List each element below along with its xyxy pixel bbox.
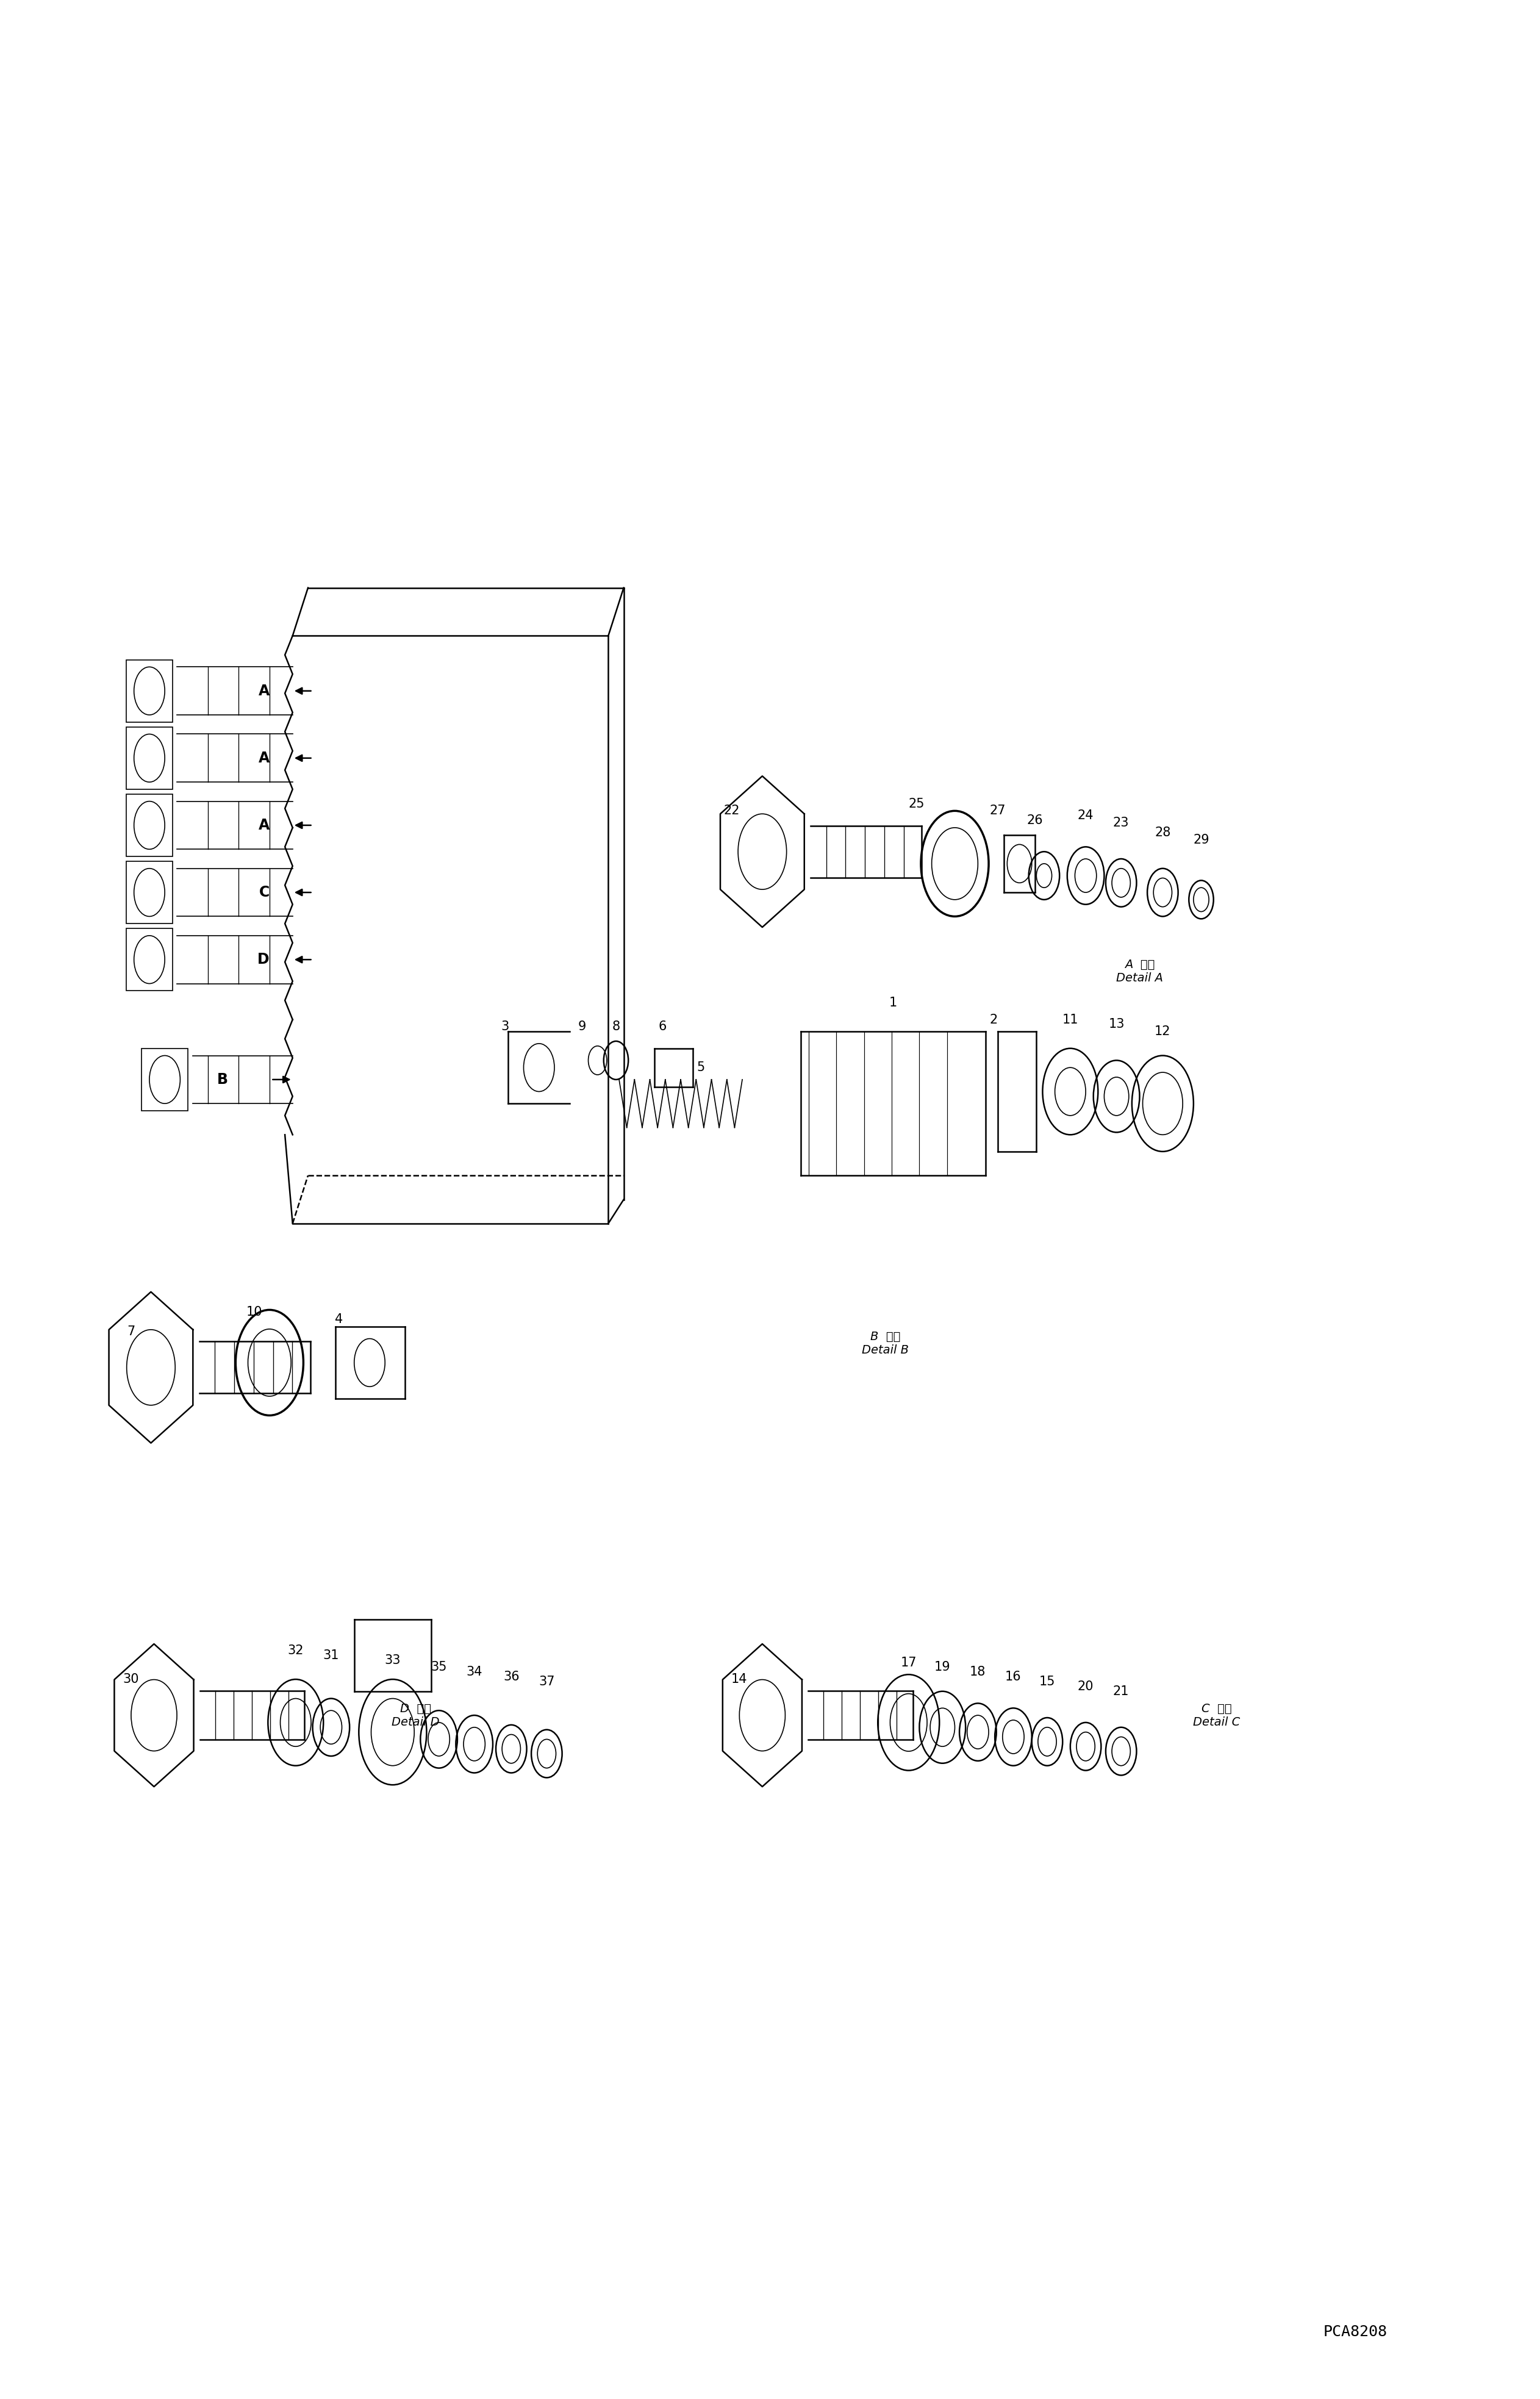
Text: C: C [259,885,270,900]
Text: 6: 6 [658,1020,667,1034]
Text: 14: 14 [732,1672,747,1686]
Bar [126,660,172,722]
Text: 15: 15 [1040,1675,1055,1689]
Text: 9: 9 [578,1020,587,1034]
Text: 24: 24 [1078,808,1093,823]
Text: 10: 10 [246,1305,262,1319]
Bar [126,928,172,991]
Text: D: D [257,952,269,967]
Text: A: A [259,751,270,765]
Text: 4: 4 [334,1312,343,1327]
Text: 25: 25 [909,796,924,811]
Text: PCA8208: PCA8208 [1323,2325,1388,2339]
Text: 13: 13 [1109,1017,1124,1032]
Bar [126,794,172,856]
Text: 11: 11 [1063,1012,1078,1027]
Text: 3: 3 [500,1020,510,1034]
Text: B  詳細
Detail B: B 詳細 Detail B [862,1331,909,1355]
Text: 20: 20 [1078,1679,1093,1694]
Text: A: A [259,684,270,698]
Text: A: A [259,818,270,832]
Text: B: B [217,1072,228,1087]
Text: 28: 28 [1155,825,1170,840]
Text: 31: 31 [323,1648,339,1663]
Text: 12: 12 [1155,1024,1170,1039]
Text: D  詳細
Detail D: D 詳細 Detail D [391,1703,440,1727]
Text: 37: 37 [539,1675,554,1689]
Text: 8: 8 [611,1020,621,1034]
Text: 35: 35 [431,1660,447,1675]
Bar [126,861,172,924]
Text: 27: 27 [990,804,1006,818]
Text: C  詳細
Detail C: C 詳細 Detail C [1194,1703,1240,1727]
Bar [126,727,172,789]
Text: 21: 21 [1113,1684,1129,1698]
Bar [142,1048,188,1111]
Text: 30: 30 [123,1672,139,1686]
Text: 34: 34 [467,1665,482,1679]
Text: A  詳細
Detail A: A 詳細 Detail A [1116,960,1163,984]
Text: 29: 29 [1194,832,1209,847]
Text: 7: 7 [126,1324,136,1339]
Text: 19: 19 [935,1660,950,1675]
Text: 16: 16 [1006,1670,1021,1684]
Text: 1: 1 [889,996,898,1010]
Text: 2: 2 [989,1012,998,1027]
Text: 5: 5 [696,1060,705,1075]
Text: 18: 18 [970,1665,986,1679]
Text: 22: 22 [724,804,739,818]
Text: 32: 32 [288,1643,303,1658]
Text: 17: 17 [901,1655,916,1670]
Text: 26: 26 [1027,813,1043,828]
Text: 23: 23 [1113,816,1129,830]
Text: 33: 33 [385,1653,400,1667]
Text: 36: 36 [504,1670,519,1684]
